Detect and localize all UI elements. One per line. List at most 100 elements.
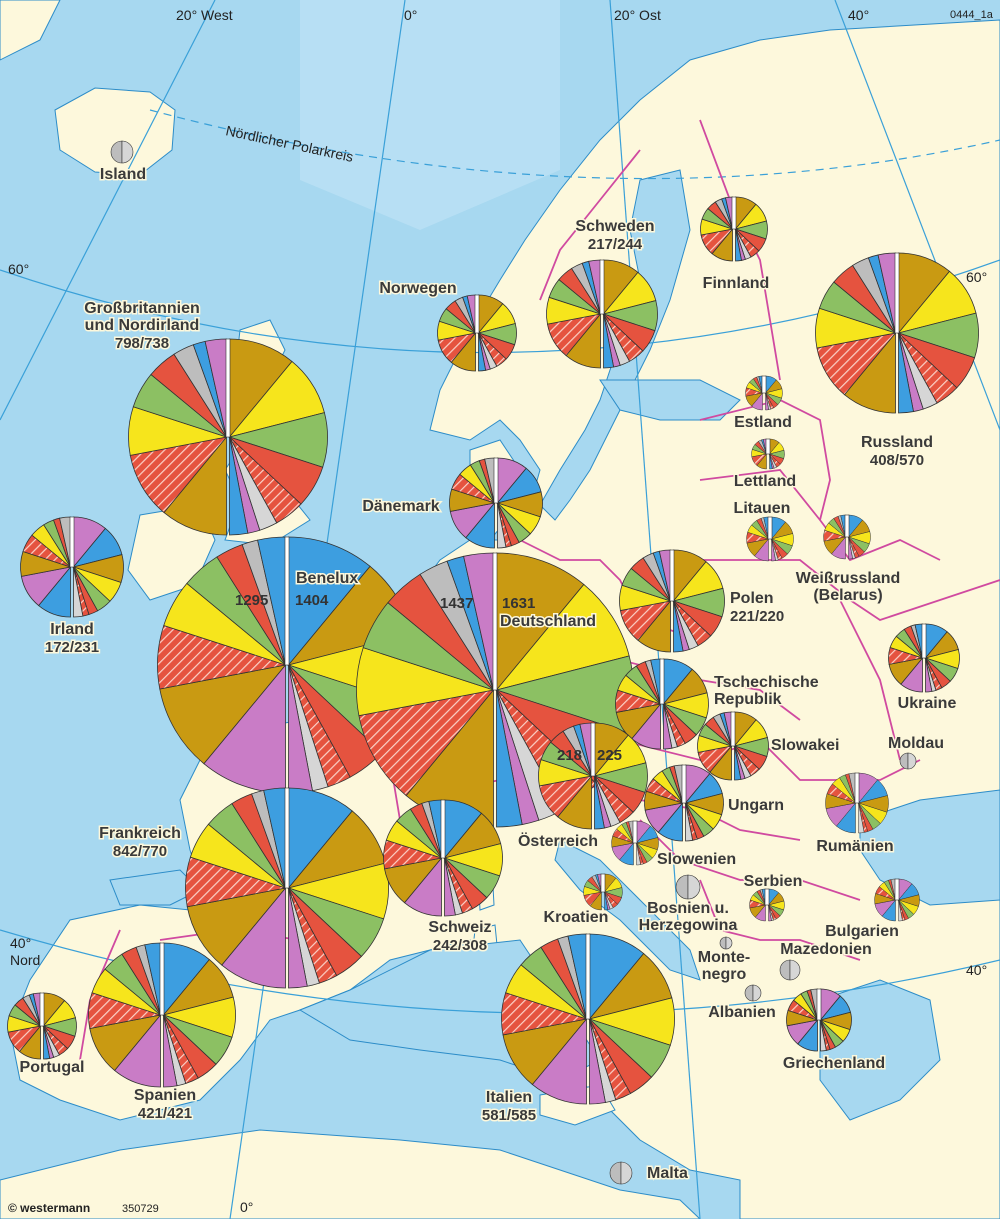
pie-segment bbox=[110, 140, 123, 164]
pie-segment bbox=[589, 1018, 606, 1105]
country-value-schweden: 217/244 bbox=[588, 236, 643, 253]
grid-label-lat-40-left-2: Nord bbox=[10, 952, 40, 968]
pie-segment bbox=[221, 886, 286, 989]
country-name2-tschechien: Republik bbox=[714, 691, 782, 708]
pie-segment bbox=[495, 583, 630, 691]
pie-segment bbox=[925, 657, 933, 693]
pie-finnland bbox=[700, 196, 768, 262]
pie-segment bbox=[771, 538, 776, 562]
pie-divider bbox=[669, 549, 675, 602]
country-name-litauen: Litauen bbox=[734, 500, 791, 517]
country-name-tschechien: Tschechische bbox=[714, 674, 819, 691]
pie-tschechien bbox=[615, 658, 709, 750]
grid-label-lat-60-right: 60° bbox=[966, 269, 987, 285]
pie-divider bbox=[731, 196, 737, 230]
pie-left-value-oesterreich: 218 bbox=[557, 747, 582, 764]
country-name-malta: Malta bbox=[647, 1165, 688, 1182]
pie-divider bbox=[659, 658, 665, 705]
pie-malta bbox=[609, 1161, 633, 1185]
country-name-schweden: Schweden bbox=[575, 218, 654, 235]
pie-divider bbox=[585, 933, 591, 1020]
pie-segment bbox=[675, 874, 689, 900]
pie-divider bbox=[225, 338, 231, 438]
pie-divider bbox=[854, 772, 860, 804]
pie-segment bbox=[789, 959, 801, 981]
pie-segment bbox=[43, 1025, 51, 1060]
pie-oesterreich bbox=[538, 722, 648, 830]
pie-segment bbox=[769, 453, 773, 470]
pie-segment bbox=[229, 436, 249, 536]
pie-ungarn bbox=[644, 764, 724, 842]
pie-segment bbox=[768, 904, 772, 922]
country-value-polen: 221/220 bbox=[730, 608, 784, 625]
pie-divider bbox=[440, 799, 446, 859]
country-value-spanien: 421/421 bbox=[138, 1105, 192, 1122]
sea-shallow bbox=[300, 0, 560, 230]
pie-segment bbox=[858, 802, 865, 834]
country-value-schweiz: 242/308 bbox=[433, 937, 487, 954]
map-code: 0444_1a bbox=[950, 9, 994, 21]
country-name-polen: Polen bbox=[730, 590, 774, 607]
pie-segment bbox=[899, 752, 909, 770]
pie-schweden bbox=[546, 259, 658, 369]
pie-divider bbox=[844, 514, 850, 538]
publisher-logo: © westermann bbox=[8, 1201, 90, 1215]
country-name-russland: Russland bbox=[861, 434, 933, 451]
pies bbox=[7, 140, 979, 1185]
pie-segment bbox=[848, 536, 853, 560]
pie-segment bbox=[779, 959, 791, 981]
pie-slowenien bbox=[611, 820, 659, 866]
pie-segment bbox=[752, 984, 762, 1002]
country-name-ungarn: Ungarn bbox=[728, 797, 784, 814]
country-name2-weissrussland: (Belarus) bbox=[813, 587, 882, 604]
pie-segment bbox=[186, 887, 287, 966]
pie-segment bbox=[497, 502, 507, 549]
pie-segment bbox=[163, 1014, 178, 1088]
pie-segment bbox=[594, 775, 605, 830]
country-name2-bosnien: Herzegowina bbox=[639, 917, 738, 934]
pie-segment bbox=[663, 703, 673, 750]
pie-segment bbox=[687, 874, 701, 900]
country-name-norwegen: Norwegen bbox=[379, 280, 456, 297]
pie-segment bbox=[719, 936, 727, 950]
pie-divider bbox=[474, 294, 480, 334]
pie-island bbox=[110, 140, 134, 164]
pie-right-value-benelux: 1404 bbox=[295, 592, 329, 609]
country-name-irland: Irland bbox=[50, 621, 94, 638]
country-name-oesterreich: Österreich bbox=[518, 831, 598, 850]
pie-divider bbox=[730, 711, 736, 747]
country-name-italien: Italien bbox=[486, 1089, 532, 1106]
pie-gb bbox=[128, 338, 328, 536]
country-name-daenemark: Dänemark bbox=[362, 498, 439, 515]
pie-divider bbox=[761, 375, 767, 394]
country-name-slowenien: Slowenien bbox=[657, 851, 736, 868]
country-name-serbien: Serbien bbox=[744, 873, 803, 890]
country-name-frankreich: Frankreich bbox=[99, 825, 181, 842]
country-name-montenegro: Monte- bbox=[698, 949, 750, 966]
pie-right-value-deutschland: 1631 bbox=[502, 595, 535, 612]
country-name-rumaenien: Rumänien bbox=[816, 838, 893, 855]
pie-divider bbox=[39, 992, 45, 1027]
pie-slowakei bbox=[697, 711, 769, 781]
grid-label-lon-40-top: 40° bbox=[848, 7, 869, 23]
pie-left-value-deutschland: 1437 bbox=[440, 595, 473, 612]
pie-litauen bbox=[746, 516, 794, 562]
country-name-kroatien: Kroatien bbox=[544, 909, 609, 926]
pie-lettland bbox=[751, 438, 785, 470]
grid-label-lat-40-left: 40° bbox=[10, 935, 31, 951]
country-value-italien: 581/585 bbox=[482, 1107, 536, 1124]
pie-spanien bbox=[88, 942, 236, 1088]
pie-divider bbox=[632, 820, 638, 844]
country-name-griechenland: Griechenland bbox=[783, 1055, 885, 1072]
pie-segment bbox=[121, 140, 134, 164]
pie-moldau bbox=[899, 752, 917, 770]
pie-schweiz bbox=[383, 799, 503, 917]
pie-segment bbox=[288, 787, 353, 890]
country-name-lettland: Lettland bbox=[734, 473, 796, 490]
pie-segment bbox=[288, 536, 371, 667]
pie-left-value-benelux: 1295 bbox=[235, 592, 268, 609]
country-name-slowakei: Slowakei bbox=[771, 737, 839, 754]
grid-label-lat-40-right: 40° bbox=[966, 962, 987, 978]
pie-rumaenien bbox=[825, 772, 889, 834]
